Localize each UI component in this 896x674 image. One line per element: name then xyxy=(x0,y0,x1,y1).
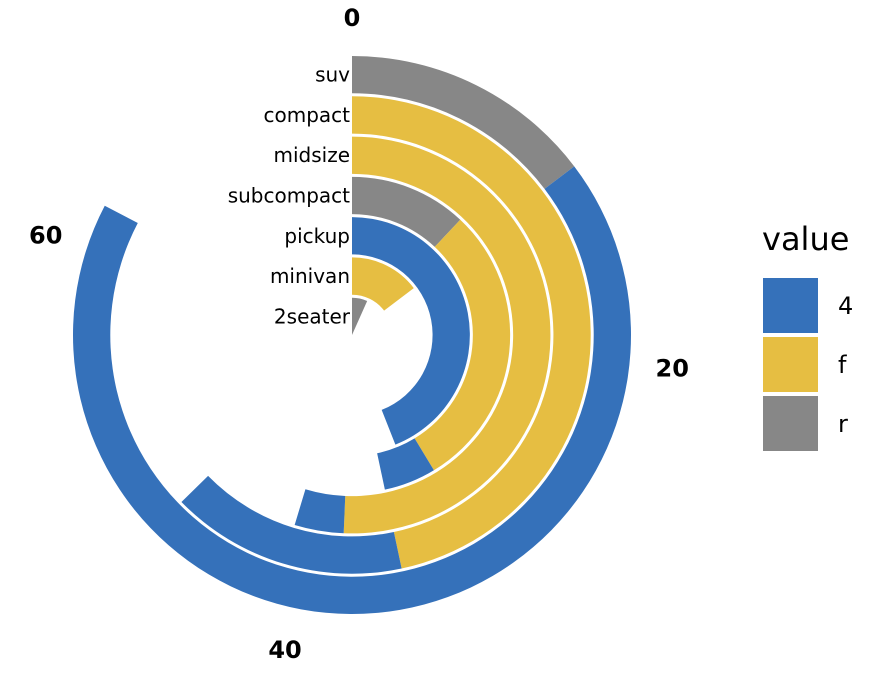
bar-compact-4 xyxy=(181,475,402,574)
legend-label-r: r xyxy=(838,410,848,438)
bar-suv-4 xyxy=(73,166,631,614)
category-labels: 2seater minivan pickup subcompact midsize com… xyxy=(228,63,351,329)
angle-tick-label-60: 60 xyxy=(29,221,62,249)
bar-midsize-4 xyxy=(294,489,346,534)
category-label-2seater: 2seater xyxy=(274,304,351,328)
legend-swatch-4 xyxy=(763,278,818,333)
angle-tick-label-20: 20 xyxy=(656,355,689,383)
legend-label-f: f xyxy=(838,351,847,379)
bar-pickup-4 xyxy=(352,217,470,445)
category-label-compact: compact xyxy=(263,103,350,127)
legend-swatch-f xyxy=(763,337,818,392)
bar-2seater-r xyxy=(352,297,368,335)
legend-entries: 4 f r xyxy=(763,278,853,451)
angle-tick-label-40: 40 xyxy=(268,636,301,664)
legend-swatch-r xyxy=(763,396,818,451)
bar-subcompact-4 xyxy=(377,438,434,490)
bar-compact-f xyxy=(352,96,591,569)
category-label-minivan: minivan xyxy=(270,264,350,288)
bar-subcompact-f xyxy=(414,219,511,471)
bar-suv-r xyxy=(352,56,575,189)
category-label-midsize: midsize xyxy=(273,143,350,167)
angle-tick-labels: 0 20 40 60 xyxy=(29,4,689,664)
angle-tick-label-0: 0 xyxy=(344,4,361,32)
legend: value 4 f r xyxy=(762,220,853,451)
category-label-suv: suv xyxy=(315,63,350,87)
bar-minivan-f xyxy=(352,257,414,311)
category-label-subcompact: subcompact xyxy=(228,184,350,208)
bar-subcompact-r xyxy=(352,176,461,247)
legend-title: value xyxy=(762,220,849,258)
legend-label-4: 4 xyxy=(838,292,853,320)
category-label-pickup: pickup xyxy=(284,224,350,248)
bar-midsize-f xyxy=(343,136,551,534)
bars-layer xyxy=(73,56,631,614)
